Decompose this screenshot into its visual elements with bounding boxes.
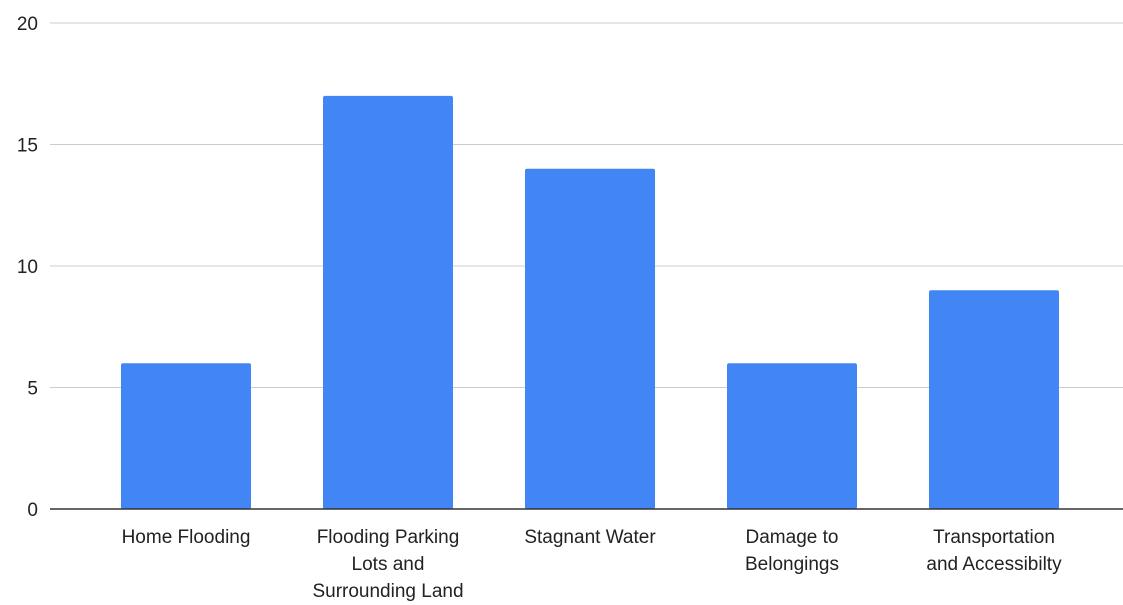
x-tick-label-line: Surrounding Land [312,581,463,602]
x-tick-label-line: Transportation [933,527,1055,548]
x-tick-label-line: and Accessibilty [926,554,1062,575]
bar [121,363,251,509]
x-tick-label-line: Home Flooding [122,527,251,548]
bar [525,168,655,510]
x-tick-label-line: Flooding Parking [317,527,460,548]
x-tick-label: Home Flooding [122,527,251,548]
x-tick-label: Flooding Parking Lots and Surrounding Land [312,527,463,602]
bar [727,363,857,509]
y-tick-label: 15 [17,136,38,157]
y-tick-label: 0 [27,500,38,521]
x-tick-label-line: Stagnant Water [524,527,656,548]
y-tick-label: 5 [27,379,38,400]
bar [929,290,1059,509]
x-tick-label-line: Lots and [352,554,425,575]
axes: 0 5 10 15 20 Home Flooding Flooding Parking Lot… [17,14,1123,602]
x-tick-label-line: Belongings [745,554,839,575]
x-tick-label: Stagnant Water [524,527,656,548]
bars [121,95,1059,510]
bar [323,95,453,510]
y-tick-label: 10 [17,257,38,278]
x-tick-label-line: Damage to [746,527,839,548]
x-tick-label: Damage to Belongings [745,527,839,575]
x-tick-label: Transportation and Accessibilty [926,527,1062,575]
y-tick-label: 20 [17,14,38,35]
